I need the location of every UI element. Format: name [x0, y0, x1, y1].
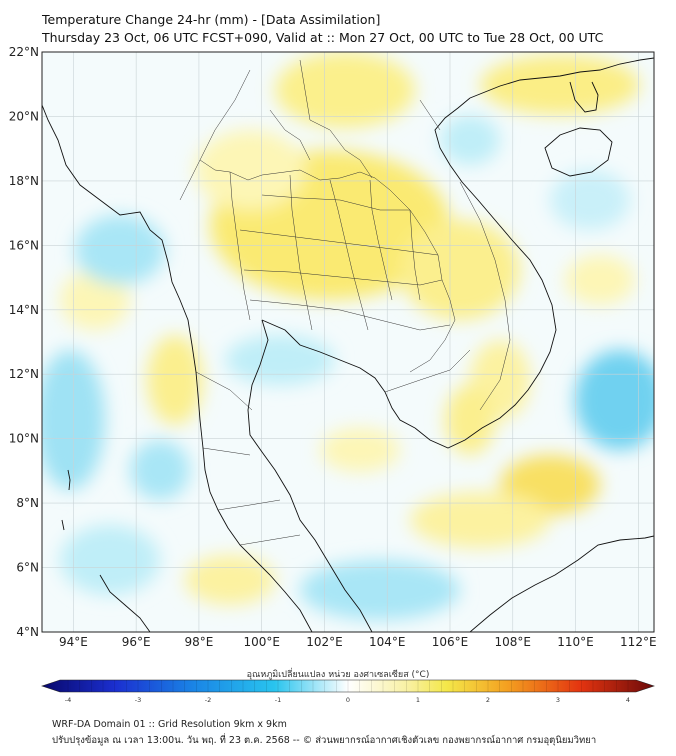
colorbar-label: อุณหภูมิเปลี่ยนแปลง หน่วย องศาเซลเซียส (…: [246, 670, 430, 680]
lat-label: 22°N: [9, 45, 39, 59]
lat-label: 12°N: [9, 367, 39, 381]
colorbar-ticks: -4 -3 -2 -1 0 1 2 3 4: [65, 680, 630, 704]
lat-label: 20°N: [9, 109, 39, 123]
map-subtitle: Thursday 23 Oct, 06 UTC FCST+090, Valid …: [42, 30, 604, 45]
colorbar-tick-label: 2: [486, 696, 490, 704]
colorbar-tick-label: 3: [556, 696, 560, 704]
temperature-field: [42, 52, 654, 632]
footer-model-info: WRF-DA Domain 01 :: Grid Resolution 9km …: [52, 719, 287, 730]
lon-label: 96°E: [122, 635, 151, 649]
colorbar-bar: [41, 679, 655, 693]
lon-label: 104°E: [369, 635, 406, 649]
footer-credit: ปรับปรุงข้อมูล ณ เวลา 13:00น. วัน พฤ. ที…: [52, 735, 597, 746]
colorbar-tick-label: -1: [275, 696, 281, 704]
map-title: Temperature Change 24-hr (mm) - [Data As…: [42, 12, 381, 27]
map-frame: [41, 51, 655, 633]
lat-label: 6°N: [16, 561, 39, 575]
lon-label: 102°E: [306, 635, 343, 649]
lon-label: 106°E: [432, 635, 469, 649]
lon-label: 100°E: [243, 635, 280, 649]
lat-label: 14°N: [9, 303, 39, 317]
colorbar: -4 -3 -2 -1 0 1 2 3 4: [41, 679, 655, 704]
colorbar-tick-label: -3: [135, 696, 141, 704]
lat-label: 4°N: [16, 625, 39, 639]
latitude-labels: 22°N 20°N 18°N 16°N 14°N 12°N 10°N 8°N 6°N 4°N: [9, 45, 39, 639]
lat-label: 16°N: [9, 238, 39, 252]
province-borders: [179, 59, 511, 546]
graticule: [42, 52, 654, 632]
lon-label: 94°E: [59, 635, 88, 649]
warm-area: [275, 52, 415, 128]
lat-label: 18°N: [9, 174, 39, 188]
lon-label: 112°E: [620, 635, 657, 649]
lat-label: 10°N: [9, 432, 39, 446]
colorbar-tick-label: 4: [626, 696, 630, 704]
lon-label: 108°E: [495, 635, 532, 649]
longitude-labels: 94°E 96°E 98°E 100°E 102°E 104°E 106°E 108°E 110…: [59, 635, 657, 649]
lon-label: 110°E: [557, 635, 594, 649]
lon-label: 98°E: [184, 635, 213, 649]
colorbar-tick-label: 1: [416, 696, 420, 704]
colorbar-tick-label: -4: [65, 696, 71, 704]
colorbar-tick-label: -2: [205, 696, 211, 704]
lat-label: 8°N: [16, 496, 39, 510]
colorbar-tick-label: 0: [346, 696, 350, 704]
